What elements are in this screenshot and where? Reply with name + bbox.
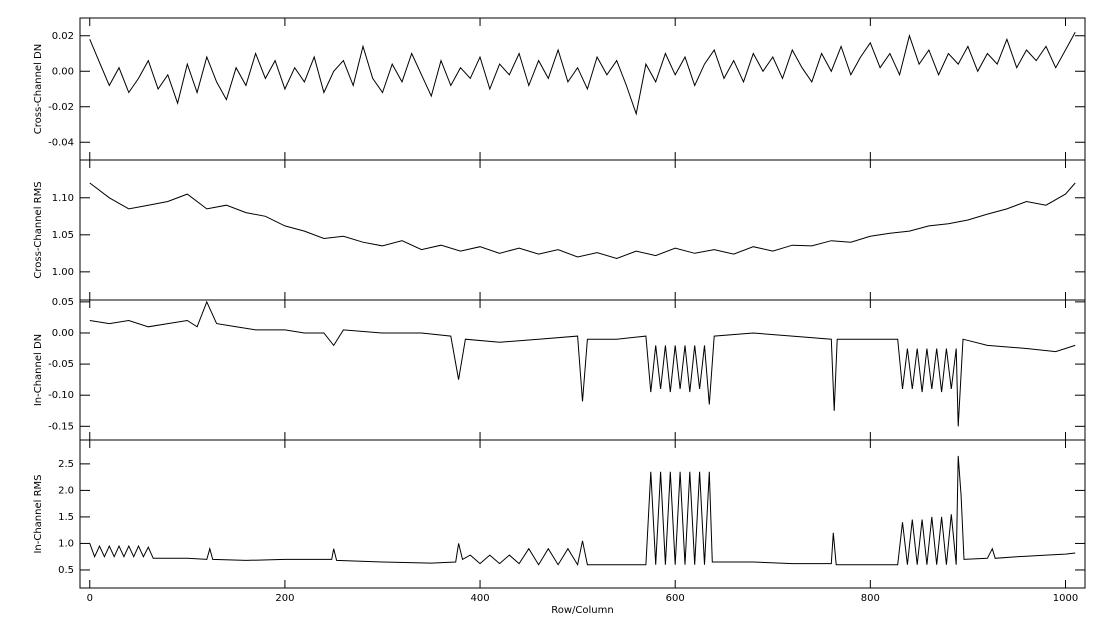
- y-tick-label: 0.00: [52, 328, 74, 339]
- y-axis-label: Cross-Channel RMS: [33, 181, 44, 278]
- y-tick-label: 0.05: [52, 297, 74, 308]
- y-axis-label: Cross-Channel DN: [33, 44, 44, 134]
- x-tick-label: 600: [666, 593, 685, 604]
- y-tick-label: 1.05: [52, 230, 74, 241]
- y-tick-label: -0.04: [48, 137, 74, 148]
- y-tick-label: 2.5: [58, 459, 74, 470]
- y-tick-label: -0.15: [48, 421, 74, 432]
- panel-frame: [79, 17, 1086, 161]
- x-tick-label: 0: [87, 593, 93, 604]
- y-tick-label: -0.10: [48, 390, 74, 401]
- y-tick-label: 0.5: [58, 565, 74, 576]
- x-tick-label: 800: [861, 593, 880, 604]
- y-axis-label: In-Channel RMS: [33, 474, 44, 553]
- y-tick-label: 0.02: [52, 31, 74, 42]
- y-tick-label: 1.0: [58, 538, 74, 549]
- panel-frame: [79, 159, 1086, 301]
- data-line: [89, 455, 1076, 567]
- y-tick-label: -0.05: [48, 359, 74, 370]
- y-tick-label: 0.00: [52, 66, 74, 77]
- y-tick-label: 2.0: [58, 485, 74, 496]
- y-tick-label: 1.5: [58, 512, 74, 523]
- y-tick-label: 1.10: [52, 193, 74, 204]
- x-axis-label: Row/Column: [551, 605, 613, 616]
- x-tick-label: 200: [275, 593, 294, 604]
- data-line: [89, 31, 1076, 116]
- y-tick-label: 1.00: [52, 267, 74, 278]
- panel-frame: [79, 439, 1086, 589]
- y-tick-label: -0.02: [48, 102, 74, 113]
- data-line: [89, 182, 1076, 260]
- data-line: [89, 300, 1076, 427]
- y-axis-label: In-Channel DN: [33, 334, 44, 406]
- x-tick-label: 400: [471, 593, 490, 604]
- x-tick-label: 1000: [1053, 593, 1078, 604]
